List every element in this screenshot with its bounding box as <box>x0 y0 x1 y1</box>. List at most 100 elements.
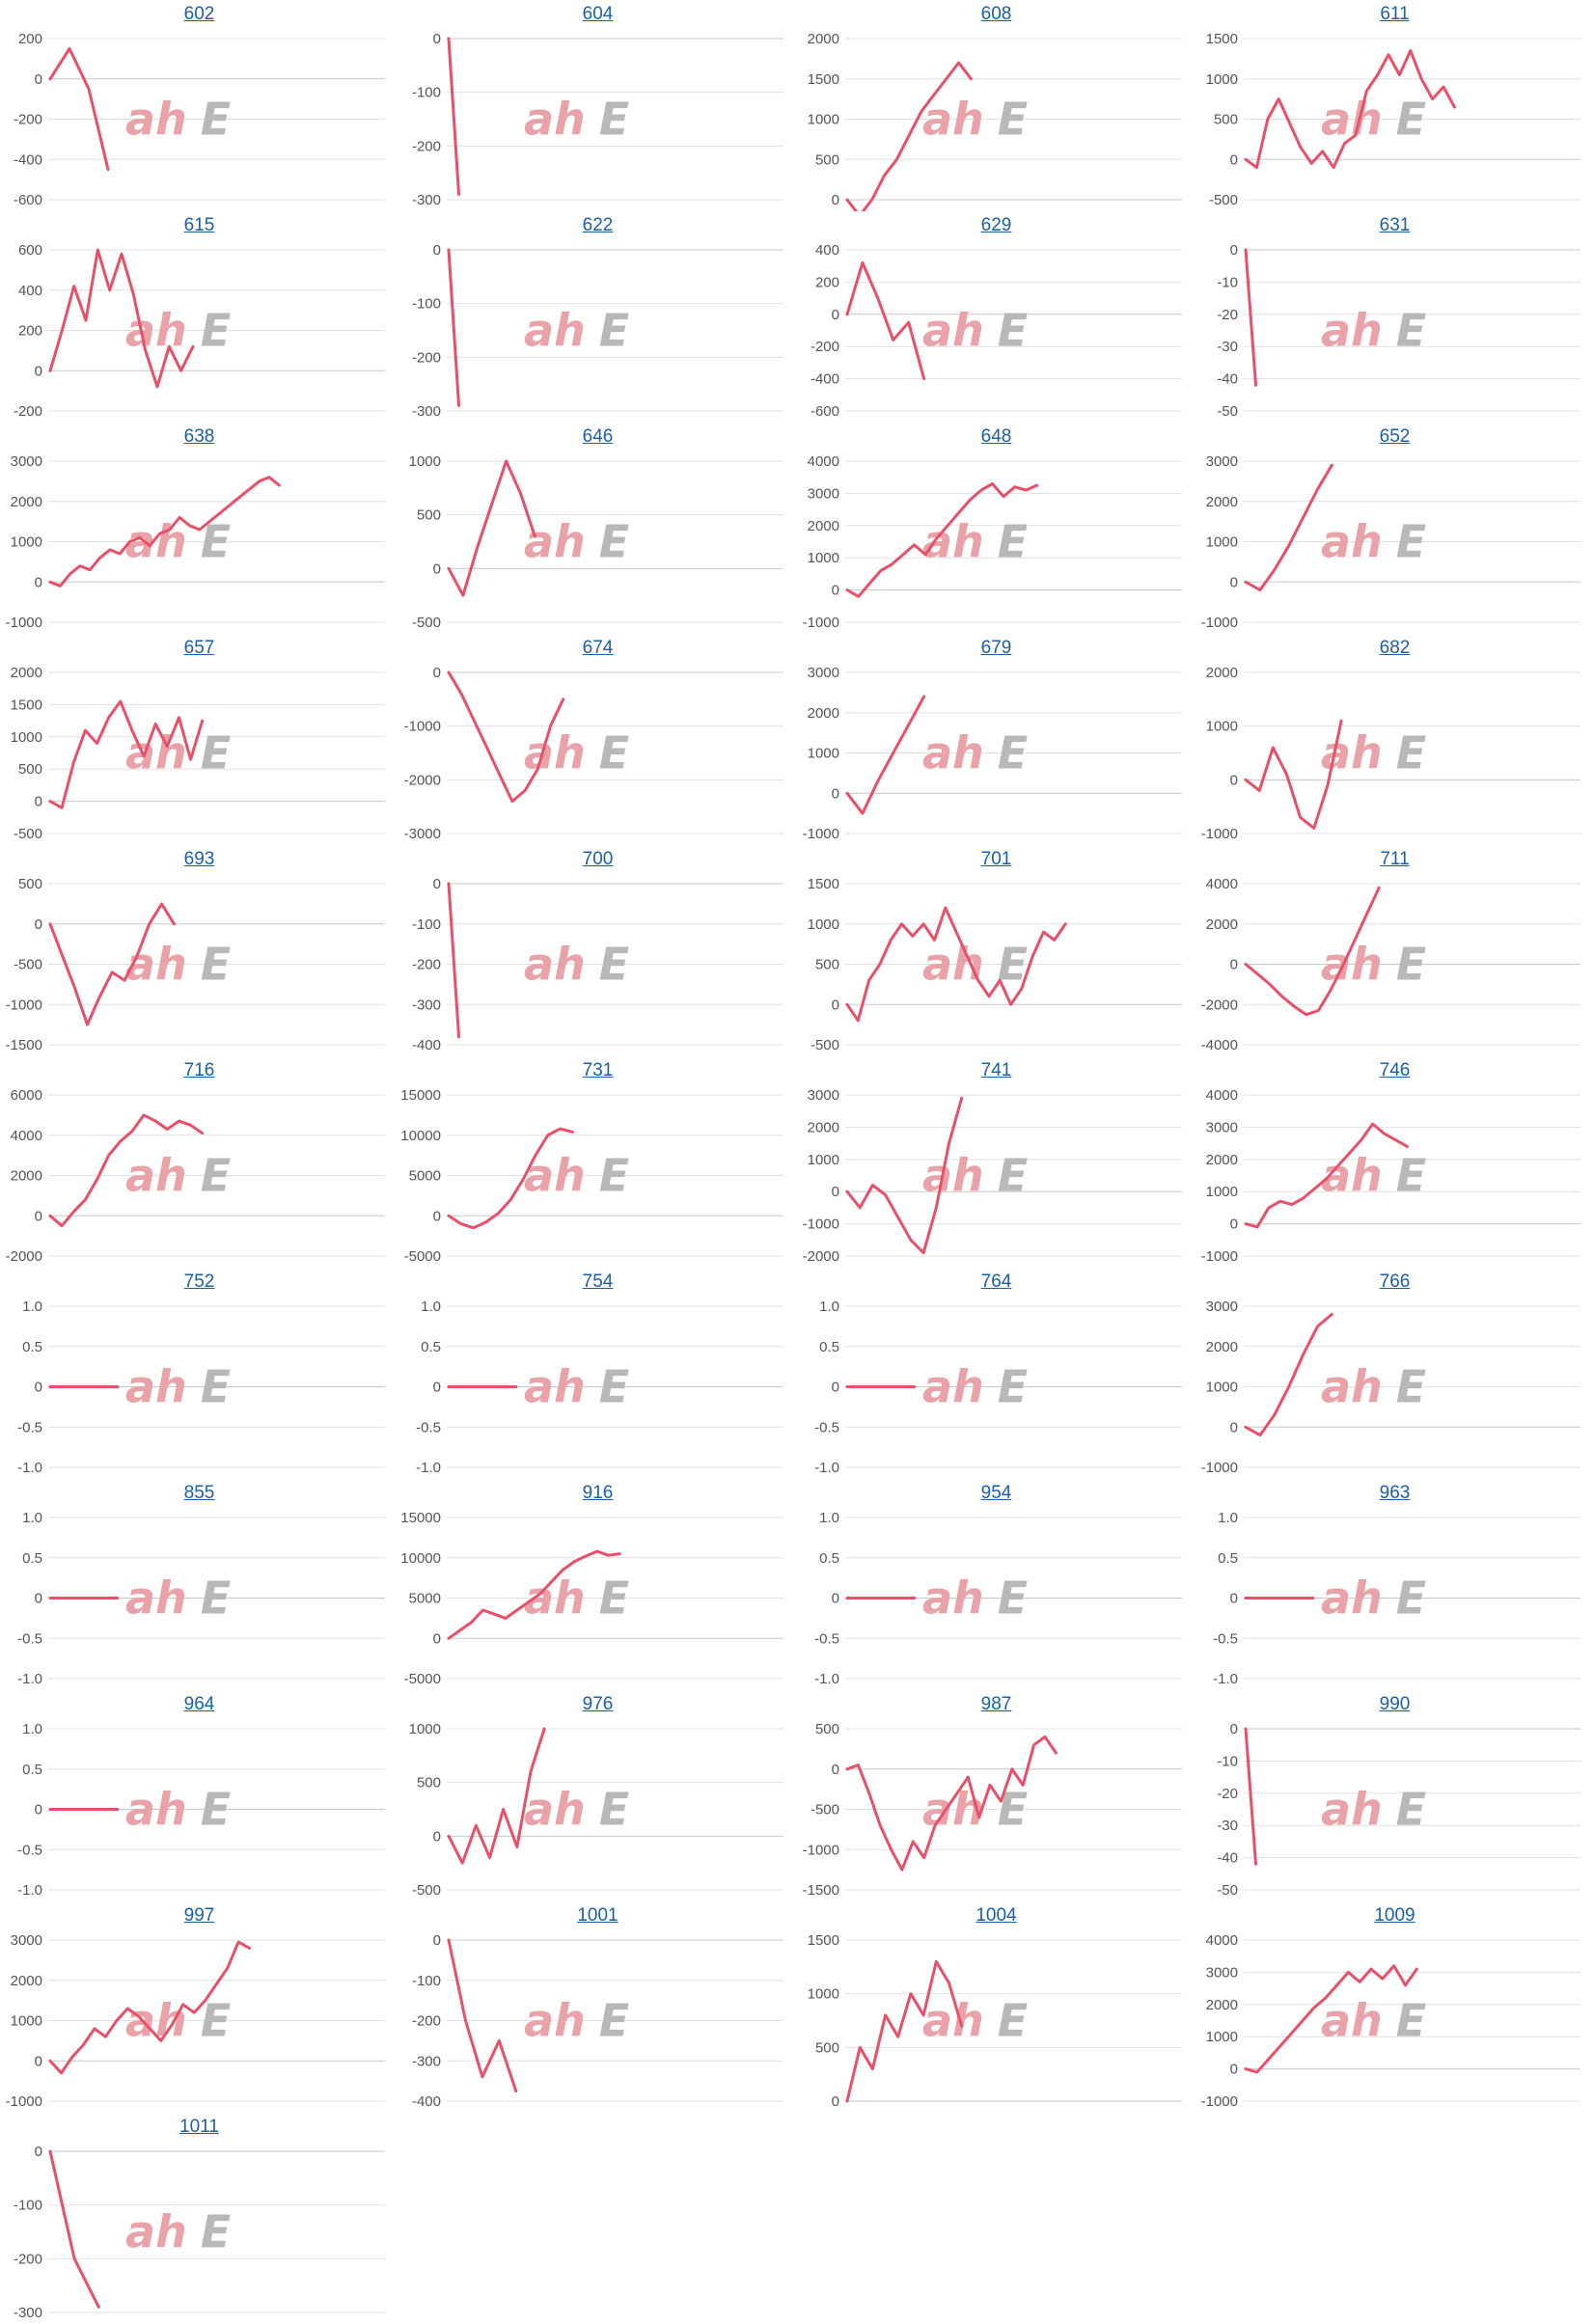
chart-panel: 2000 1500 1000 500 0 ah E 608 <box>797 0 1196 211</box>
y-tick-label: 1000 <box>808 1152 839 1168</box>
chart-title-link[interactable]: 764 <box>980 1271 1012 1292</box>
chart-title-link[interactable]: 754 <box>582 1271 614 1292</box>
chart-title-link[interactable]: 963 <box>1379 1483 1411 1503</box>
watermark-logo: ah E <box>524 1572 629 1625</box>
chart-svg: 1.0 0.5 0 -0.5 -1.0 ah E <box>814 1510 1182 1687</box>
y-tick-label: 500 <box>417 1775 441 1791</box>
chart-title-link[interactable]: 752 <box>183 1271 215 1292</box>
chart-panel: 0 -100 -200 -300 -400 ah E 1001 <box>398 1901 797 2113</box>
y-tick-label: 0 <box>1230 151 1238 168</box>
chart-title-link[interactable]: 652 <box>1379 426 1411 447</box>
y-tick-label: 2000 <box>808 705 839 722</box>
series-line <box>48 476 281 588</box>
chart-title-link[interactable]: 679 <box>980 638 1012 658</box>
y-tick-label: -200 <box>412 957 441 973</box>
y-tick-label: 1.0 <box>1218 1510 1238 1526</box>
chart-svg: 15000 10000 5000 0 -5000 ah E <box>400 1510 783 1687</box>
watermark-logo: ah E <box>922 1361 1028 1413</box>
chart-title-link[interactable]: 731 <box>582 1060 614 1080</box>
y-tick-label: -200 <box>14 2251 42 2267</box>
chart-title-link[interactable]: 629 <box>980 215 1012 235</box>
chart-title-link[interactable]: 990 <box>1379 1694 1411 1714</box>
chart-title-link[interactable]: 766 <box>1379 1271 1411 1292</box>
chart-title-link[interactable]: 716 <box>183 1060 215 1080</box>
y-tick-label: 2000 <box>1206 916 1238 933</box>
chart-svg: 0 -100 -200 -300 ah E <box>14 2144 385 2321</box>
chart-title-link[interactable]: 964 <box>183 1694 215 1714</box>
chart-title-link[interactable]: 1009 <box>1374 1905 1415 1926</box>
y-tick-label: 3000 <box>1206 1299 1238 1315</box>
chart-panel: 1.0 0.5 0 -0.5 -1.0 ah E 752 <box>0 1268 398 1479</box>
chart-svg: 4000 2000 0 -2000 -4000 ah E <box>1201 876 1580 1053</box>
chart-title-link[interactable]: 954 <box>980 1483 1012 1503</box>
series-line <box>48 46 110 172</box>
y-tick-label: 1000 <box>1206 534 1238 551</box>
y-tick-label: -2000 <box>803 1248 839 1265</box>
chart-title-link[interactable]: 657 <box>183 638 215 658</box>
chart-title-link[interactable]: 976 <box>582 1694 614 1714</box>
watermark-logo: ah E <box>922 1784 1028 1836</box>
chart-title-link[interactable]: 608 <box>980 4 1012 24</box>
chart-title-link[interactable]: 1011 <box>179 2117 219 2137</box>
y-tick-label: -1000 <box>1201 1460 1238 1476</box>
chart-title-link[interactable]: 622 <box>582 215 614 235</box>
y-tick-label: 0 <box>35 794 42 810</box>
y-tick-label: 15000 <box>400 1510 441 1526</box>
y-tick-label: 3000 <box>1206 1119 1238 1135</box>
chart-panel: 200 0 -200 -400 -600 ah E 602 <box>0 0 398 211</box>
chart-title-link[interactable]: 646 <box>582 426 614 447</box>
chart-title-link[interactable]: 997 <box>183 1905 215 1926</box>
chart-panel: 1500 1000 500 0 -500 ah E 611 <box>1196 0 1594 211</box>
chart-title-link[interactable]: 741 <box>980 1060 1012 1080</box>
series-line <box>48 248 195 389</box>
series-line <box>447 1938 518 2093</box>
y-tick-label: 500 <box>815 151 839 168</box>
y-tick-label: 400 <box>18 283 42 299</box>
chart-svg: 500 0 -500 -1000 -1500 ah E <box>803 1721 1182 1899</box>
chart-title-link[interactable]: 611 <box>1380 4 1410 24</box>
watermark-logo: ah E <box>1321 516 1426 568</box>
y-tick-label: 0 <box>832 192 839 208</box>
y-tick-label: -200 <box>14 403 42 420</box>
series-line <box>447 1549 621 1640</box>
y-tick-label: -2000 <box>1201 997 1238 1013</box>
y-tick-label: -0.5 <box>814 1419 839 1435</box>
chart-title-link[interactable]: 1004 <box>976 1905 1017 1926</box>
chart-svg: 0 -100 -200 -300 ah E <box>412 31 783 208</box>
series-line <box>447 37 460 196</box>
y-tick-label: -5000 <box>404 1248 441 1265</box>
series-line <box>447 882 460 1039</box>
chart-title-link[interactable]: 615 <box>183 215 215 235</box>
chart-svg: 2000 1500 1000 500 0 -500 ah E <box>11 665 385 842</box>
chart-title-link[interactable]: 700 <box>582 849 614 869</box>
chart-title-link[interactable]: 701 <box>980 849 1012 869</box>
chart-panel: 1.0 0.5 0 -0.5 -1.0 ah E 964 <box>0 1690 398 1901</box>
chart-title-link[interactable]: 602 <box>183 4 215 24</box>
y-tick-label: 1.0 <box>22 1299 42 1315</box>
chart-title-link[interactable]: 916 <box>582 1483 614 1503</box>
chart-svg: 400 200 0 -200 -400 -600 ah E <box>811 242 1182 420</box>
chart-title-link[interactable]: 674 <box>582 638 614 658</box>
chart-title-link[interactable]: 746 <box>1379 1060 1411 1080</box>
watermark-logo: ah E <box>125 94 231 146</box>
chart-panel: 4000 2000 0 -2000 -4000 ah E 711 <box>1196 845 1594 1056</box>
watermark-logo: ah E <box>125 1361 231 1413</box>
chart-title-link[interactable]: 855 <box>183 1483 215 1503</box>
series-line <box>845 1959 964 2103</box>
chart-title-link[interactable]: 631 <box>1379 215 1411 235</box>
y-tick-label: 0 <box>1230 1217 1238 1233</box>
chart-panel: 4000 3000 2000 1000 0 -1000 ah E 648 <box>797 423 1196 634</box>
chart-title-link[interactable]: 682 <box>1379 638 1411 658</box>
chart-title-link[interactable]: 638 <box>183 426 215 447</box>
chart-title-link[interactable]: 648 <box>980 426 1012 447</box>
y-tick-label: -600 <box>811 403 839 420</box>
y-tick-label: 1.0 <box>819 1510 839 1526</box>
y-tick-label: 0.5 <box>421 1339 441 1355</box>
chart-title-link[interactable]: 604 <box>582 4 614 24</box>
chart-title-link[interactable]: 693 <box>183 849 215 869</box>
chart-title-link[interactable]: 987 <box>980 1694 1012 1714</box>
y-tick-label: 1.0 <box>22 1721 42 1737</box>
chart-title-link[interactable]: 1001 <box>577 1905 618 1926</box>
y-tick-label: 0 <box>35 916 42 933</box>
chart-title-link[interactable]: 711 <box>1380 849 1410 869</box>
